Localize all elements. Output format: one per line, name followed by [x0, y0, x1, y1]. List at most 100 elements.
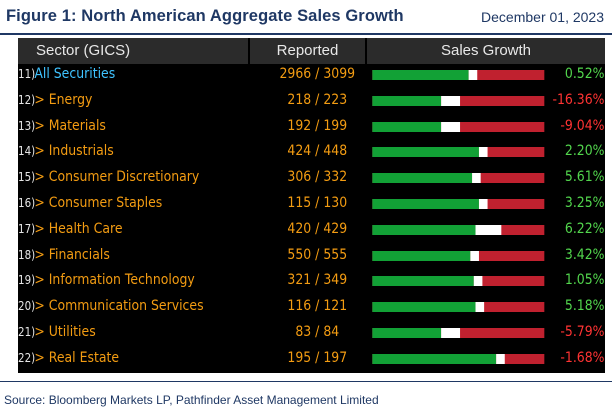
growth-value: 0.52%: [564, 66, 605, 82]
growth-bar-track: [372, 121, 545, 132]
table-row[interactable]: 12) > Energy 218 / 223 -16.36%: [18, 90, 605, 116]
growth-bar-marker: [475, 302, 485, 313]
figure-title: Figure 1: North American Aggregate Sales…: [6, 7, 404, 25]
growth-value: 6.22%: [564, 220, 605, 237]
sector-name[interactable]: > Health Care: [34, 220, 123, 237]
row-number: 13): [18, 118, 36, 133]
table-row[interactable]: 16) > Consumer Staples 115 / 130 3.25%: [18, 193, 605, 219]
row-number: 14): [18, 144, 36, 159]
growth-value: 3.25%: [564, 194, 605, 211]
table-row[interactable]: 19) > Information Technology 321 / 349 1.05…: [18, 270, 605, 296]
growth-bar-green: [372, 224, 476, 235]
sector-name[interactable]: > Information Technology: [34, 272, 195, 289]
growth-value: 5.61%: [564, 169, 605, 186]
column-header-reported[interactable]: Reported: [250, 38, 365, 64]
growth-value: 2.20%: [564, 143, 605, 160]
growth-bar-green: [372, 173, 473, 184]
sector-name[interactable]: > Consumer Discretionary: [34, 169, 200, 186]
growth-bar-track: [372, 327, 545, 338]
growth-value: 5.18%: [564, 298, 605, 315]
figure-header: Figure 1: North American Aggregate Sales…: [0, 0, 612, 35]
growth-bar-track: [372, 302, 545, 313]
growth-bar-marker: [473, 276, 483, 287]
growth-bar-green: [372, 276, 474, 287]
figure-date: December 01, 2023: [481, 9, 604, 25]
sector-name[interactable]: > Communication Services: [34, 298, 204, 315]
growth-bar: [357, 64, 545, 90]
growth-bar-track: [372, 276, 545, 287]
growth-bar-marker: [496, 353, 505, 364]
growth-bar-green: [372, 121, 442, 132]
growth-bar: [357, 116, 545, 142]
growth-bar-green: [372, 353, 497, 364]
row-number: 15): [18, 170, 36, 185]
sector-name[interactable]: > Financials: [34, 246, 110, 263]
growth-bar: [357, 90, 545, 116]
growth-value: -9.04%: [560, 117, 605, 134]
bloomberg-sales-growth-panel: Sector (GICS) Reported Sales Growth 11) A…: [18, 38, 605, 373]
table-row[interactable]: 11) All Securities 2966 / 3099 0.52%: [18, 64, 605, 90]
row-number: 17): [18, 221, 36, 236]
footer-divider: [0, 381, 612, 382]
growth-value: -1.68%: [560, 349, 605, 366]
growth-value: 1.05%: [564, 272, 605, 289]
reported-count: 116 / 121: [287, 298, 348, 315]
table-row[interactable]: 14) > Industrials 424 / 448 2.20%: [18, 141, 605, 167]
reported-count: 83 / 84: [295, 323, 340, 340]
growth-bar-green: [372, 70, 469, 80]
growth-bar: [357, 348, 545, 374]
row-number: 11): [18, 67, 36, 81]
row-number: 12): [18, 92, 36, 107]
row-number: 22): [18, 350, 36, 365]
growth-value: -16.36%: [552, 91, 605, 108]
table-row[interactable]: 21) > Utilities 83 / 84 -5.79%: [18, 322, 605, 348]
sector-name[interactable]: > Energy: [34, 91, 93, 108]
growth-bar-marker: [468, 70, 478, 80]
column-header-sector[interactable]: Sector (GICS): [18, 38, 248, 64]
column-header-sales-growth[interactable]: Sales Growth: [367, 38, 605, 64]
sector-name[interactable]: > Industrials: [34, 143, 114, 160]
table-row[interactable]: 17) > Health Care 420 / 429 6.22%: [18, 219, 605, 245]
growth-bar-track: [372, 198, 545, 209]
reported-count: 192 / 199: [287, 117, 348, 134]
reported-count: 115 / 130: [287, 194, 348, 211]
growth-bar: [357, 219, 545, 245]
growth-bar-green: [372, 198, 479, 209]
growth-bar-track: [372, 95, 545, 106]
growth-bar-marker: [478, 198, 488, 209]
table-row[interactable]: 20) > Communication Services 116 / 121 5.18…: [18, 296, 605, 322]
table-row[interactable]: 15) > Consumer Discretionary 306 / 332 5.61…: [18, 167, 605, 193]
growth-bar: [357, 167, 545, 193]
growth-bar-marker: [478, 147, 488, 158]
reported-count: 2966 / 3099: [279, 66, 356, 82]
sector-name[interactable]: > Materials: [34, 117, 106, 134]
table-row[interactable]: 18) > Financials 550 / 555 3.42%: [18, 245, 605, 271]
growth-bar-green: [372, 250, 471, 261]
growth-value: 3.42%: [564, 246, 605, 263]
reported-count: 420 / 429: [287, 220, 348, 237]
reported-count: 306 / 332: [287, 169, 348, 186]
header-divider: [0, 33, 612, 35]
growth-bar-track: [372, 353, 545, 364]
reported-count: 195 / 197: [287, 349, 348, 366]
growth-bar-track: [372, 250, 545, 261]
sector-name[interactable]: > Real Estate: [34, 349, 120, 366]
growth-bar-marker: [470, 250, 479, 261]
sector-name[interactable]: > Utilities: [34, 323, 96, 340]
table-row[interactable]: 13) > Materials 192 / 199 -9.04%: [18, 116, 605, 142]
reported-count: 321 / 349: [287, 272, 348, 289]
table-row[interactable]: 22) > Real Estate 195 / 197 -1.68%: [18, 348, 605, 374]
growth-bar-track: [372, 224, 545, 235]
growth-bar-track: [372, 147, 545, 158]
growth-bar: [357, 193, 545, 219]
growth-bar-marker: [472, 173, 481, 184]
reported-count: 550 / 555: [287, 246, 348, 263]
sector-name[interactable]: All Securities: [34, 66, 116, 82]
row-number: 19): [18, 273, 36, 288]
growth-bar: [357, 141, 545, 167]
growth-bar-track: [372, 70, 545, 80]
sector-name[interactable]: > Consumer Staples: [34, 194, 163, 211]
growth-bar-green: [372, 302, 476, 313]
growth-bar-marker: [475, 224, 502, 235]
growth-bar-track: [372, 173, 545, 184]
